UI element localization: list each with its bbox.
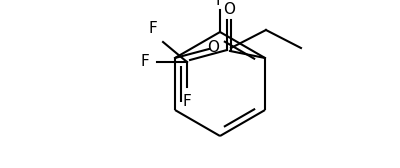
Text: F: F — [148, 21, 157, 36]
Text: F: F — [140, 54, 149, 70]
Text: O: O — [207, 40, 219, 55]
Text: F: F — [216, 0, 224, 8]
Text: F: F — [183, 94, 192, 109]
Text: O: O — [223, 2, 235, 17]
